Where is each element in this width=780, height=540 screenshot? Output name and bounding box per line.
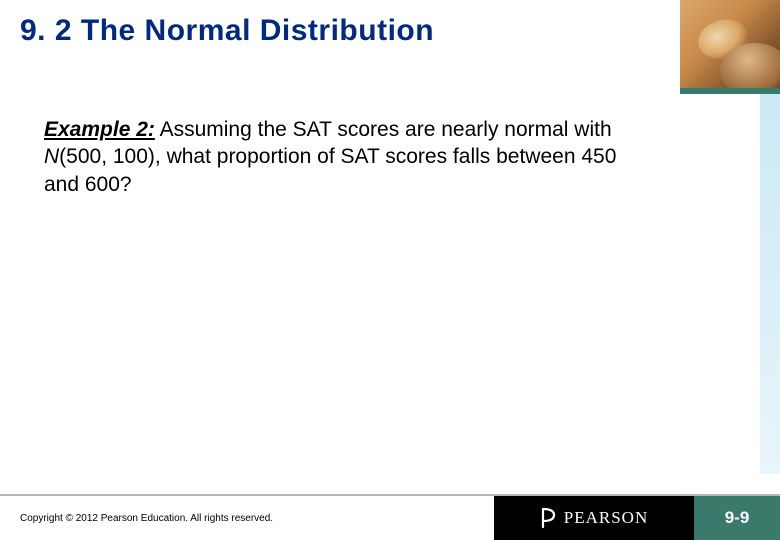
example-text-1: Assuming the SAT scores are nearly norma… [155,118,612,141]
pearson-mark-icon [540,507,558,529]
example-lead: Example 2: [44,118,155,141]
slide-title: 9. 2 The Normal Distribution [20,14,434,48]
pearson-wordmark: PEARSON [564,508,648,528]
copyright-text: Copyright © 2012 Pearson Education. All … [20,513,273,524]
n-symbol: N [44,145,59,168]
footer-page-block: 9-9 [694,496,780,540]
footer-brand-block: PEARSON [494,496,694,540]
pearson-logo: PEARSON [540,507,648,529]
decorative-side-stripe [760,94,780,474]
footer-left: Copyright © 2012 Pearson Education. All … [0,496,494,540]
decorative-corner-image [680,0,780,88]
footer-bar: Copyright © 2012 Pearson Education. All … [0,496,780,540]
page-number: 9-9 [725,508,750,528]
body-text: Example 2: Assuming the SAT scores are n… [44,116,644,198]
slide: 9. 2 The Normal Distribution Example 2: … [0,0,780,540]
example-text-2: (500, 100), what proportion of SAT score… [44,145,616,195]
